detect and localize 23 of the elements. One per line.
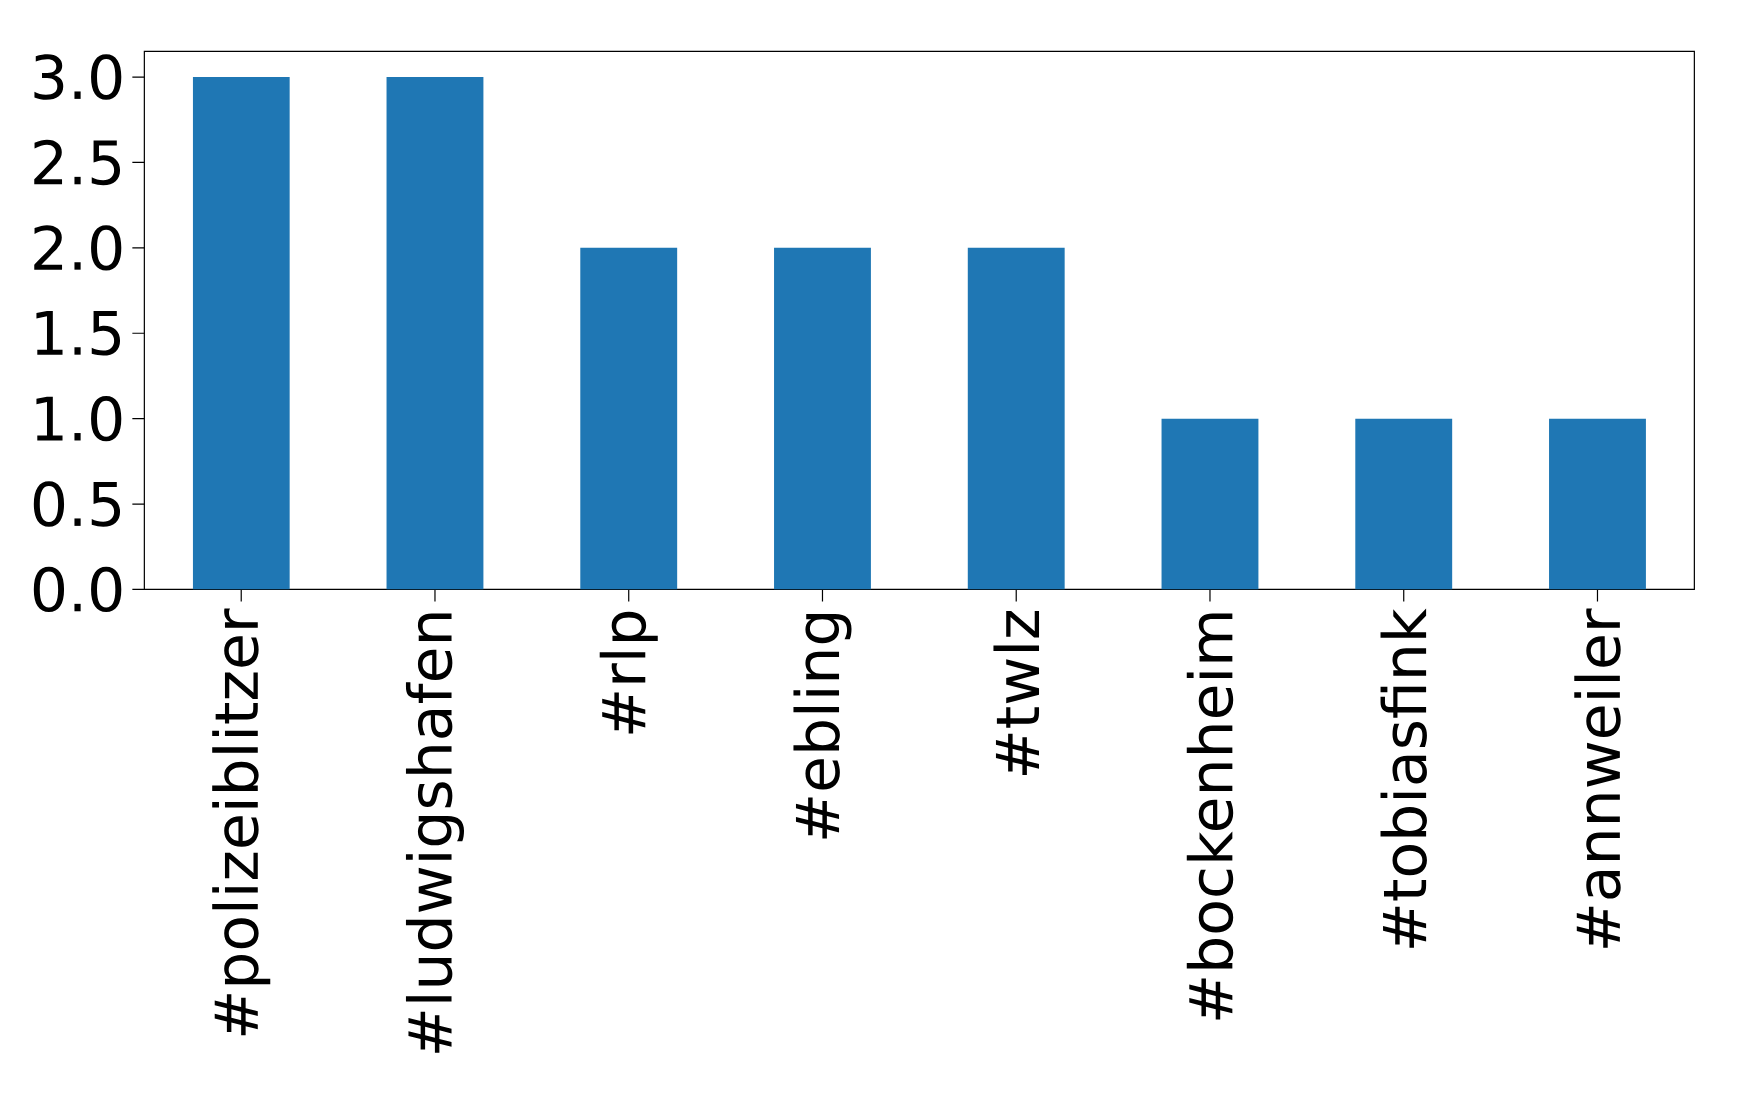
y-tick-label: 2.0 — [34, 225, 122, 271]
x-tick-label: #ebling — [793, 613, 852, 839]
x-tick-label: #twlz — [993, 611, 1040, 775]
y-tick-label: 1.5 — [36, 310, 121, 356]
bar — [1549, 418, 1646, 590]
bar — [774, 247, 871, 590]
y-tick-label: 3.0 — [34, 54, 122, 100]
y-tick-label: 2.5 — [34, 139, 121, 186]
x-tick-label: #polizeiblitzer — [212, 608, 271, 1036]
x-tick-label: #tobiasfink — [1380, 608, 1427, 948]
bar — [386, 77, 484, 590]
x-tick-label: #ludwigshafen — [405, 613, 465, 1053]
y-tick-label: 1.0 — [36, 395, 122, 442]
x-tick-label: #rlp — [599, 611, 658, 734]
bar — [1161, 418, 1259, 590]
x-tick-label: #bockenheim — [1186, 613, 1234, 1020]
bar — [1355, 418, 1453, 590]
bar — [967, 247, 1065, 590]
y-tick-label: 0.0 — [33, 566, 122, 613]
bar — [192, 77, 290, 590]
y-tick-label: 0.5 — [33, 481, 121, 527]
x-tick-label: #annweiler — [1574, 608, 1621, 948]
bar — [580, 247, 678, 590]
